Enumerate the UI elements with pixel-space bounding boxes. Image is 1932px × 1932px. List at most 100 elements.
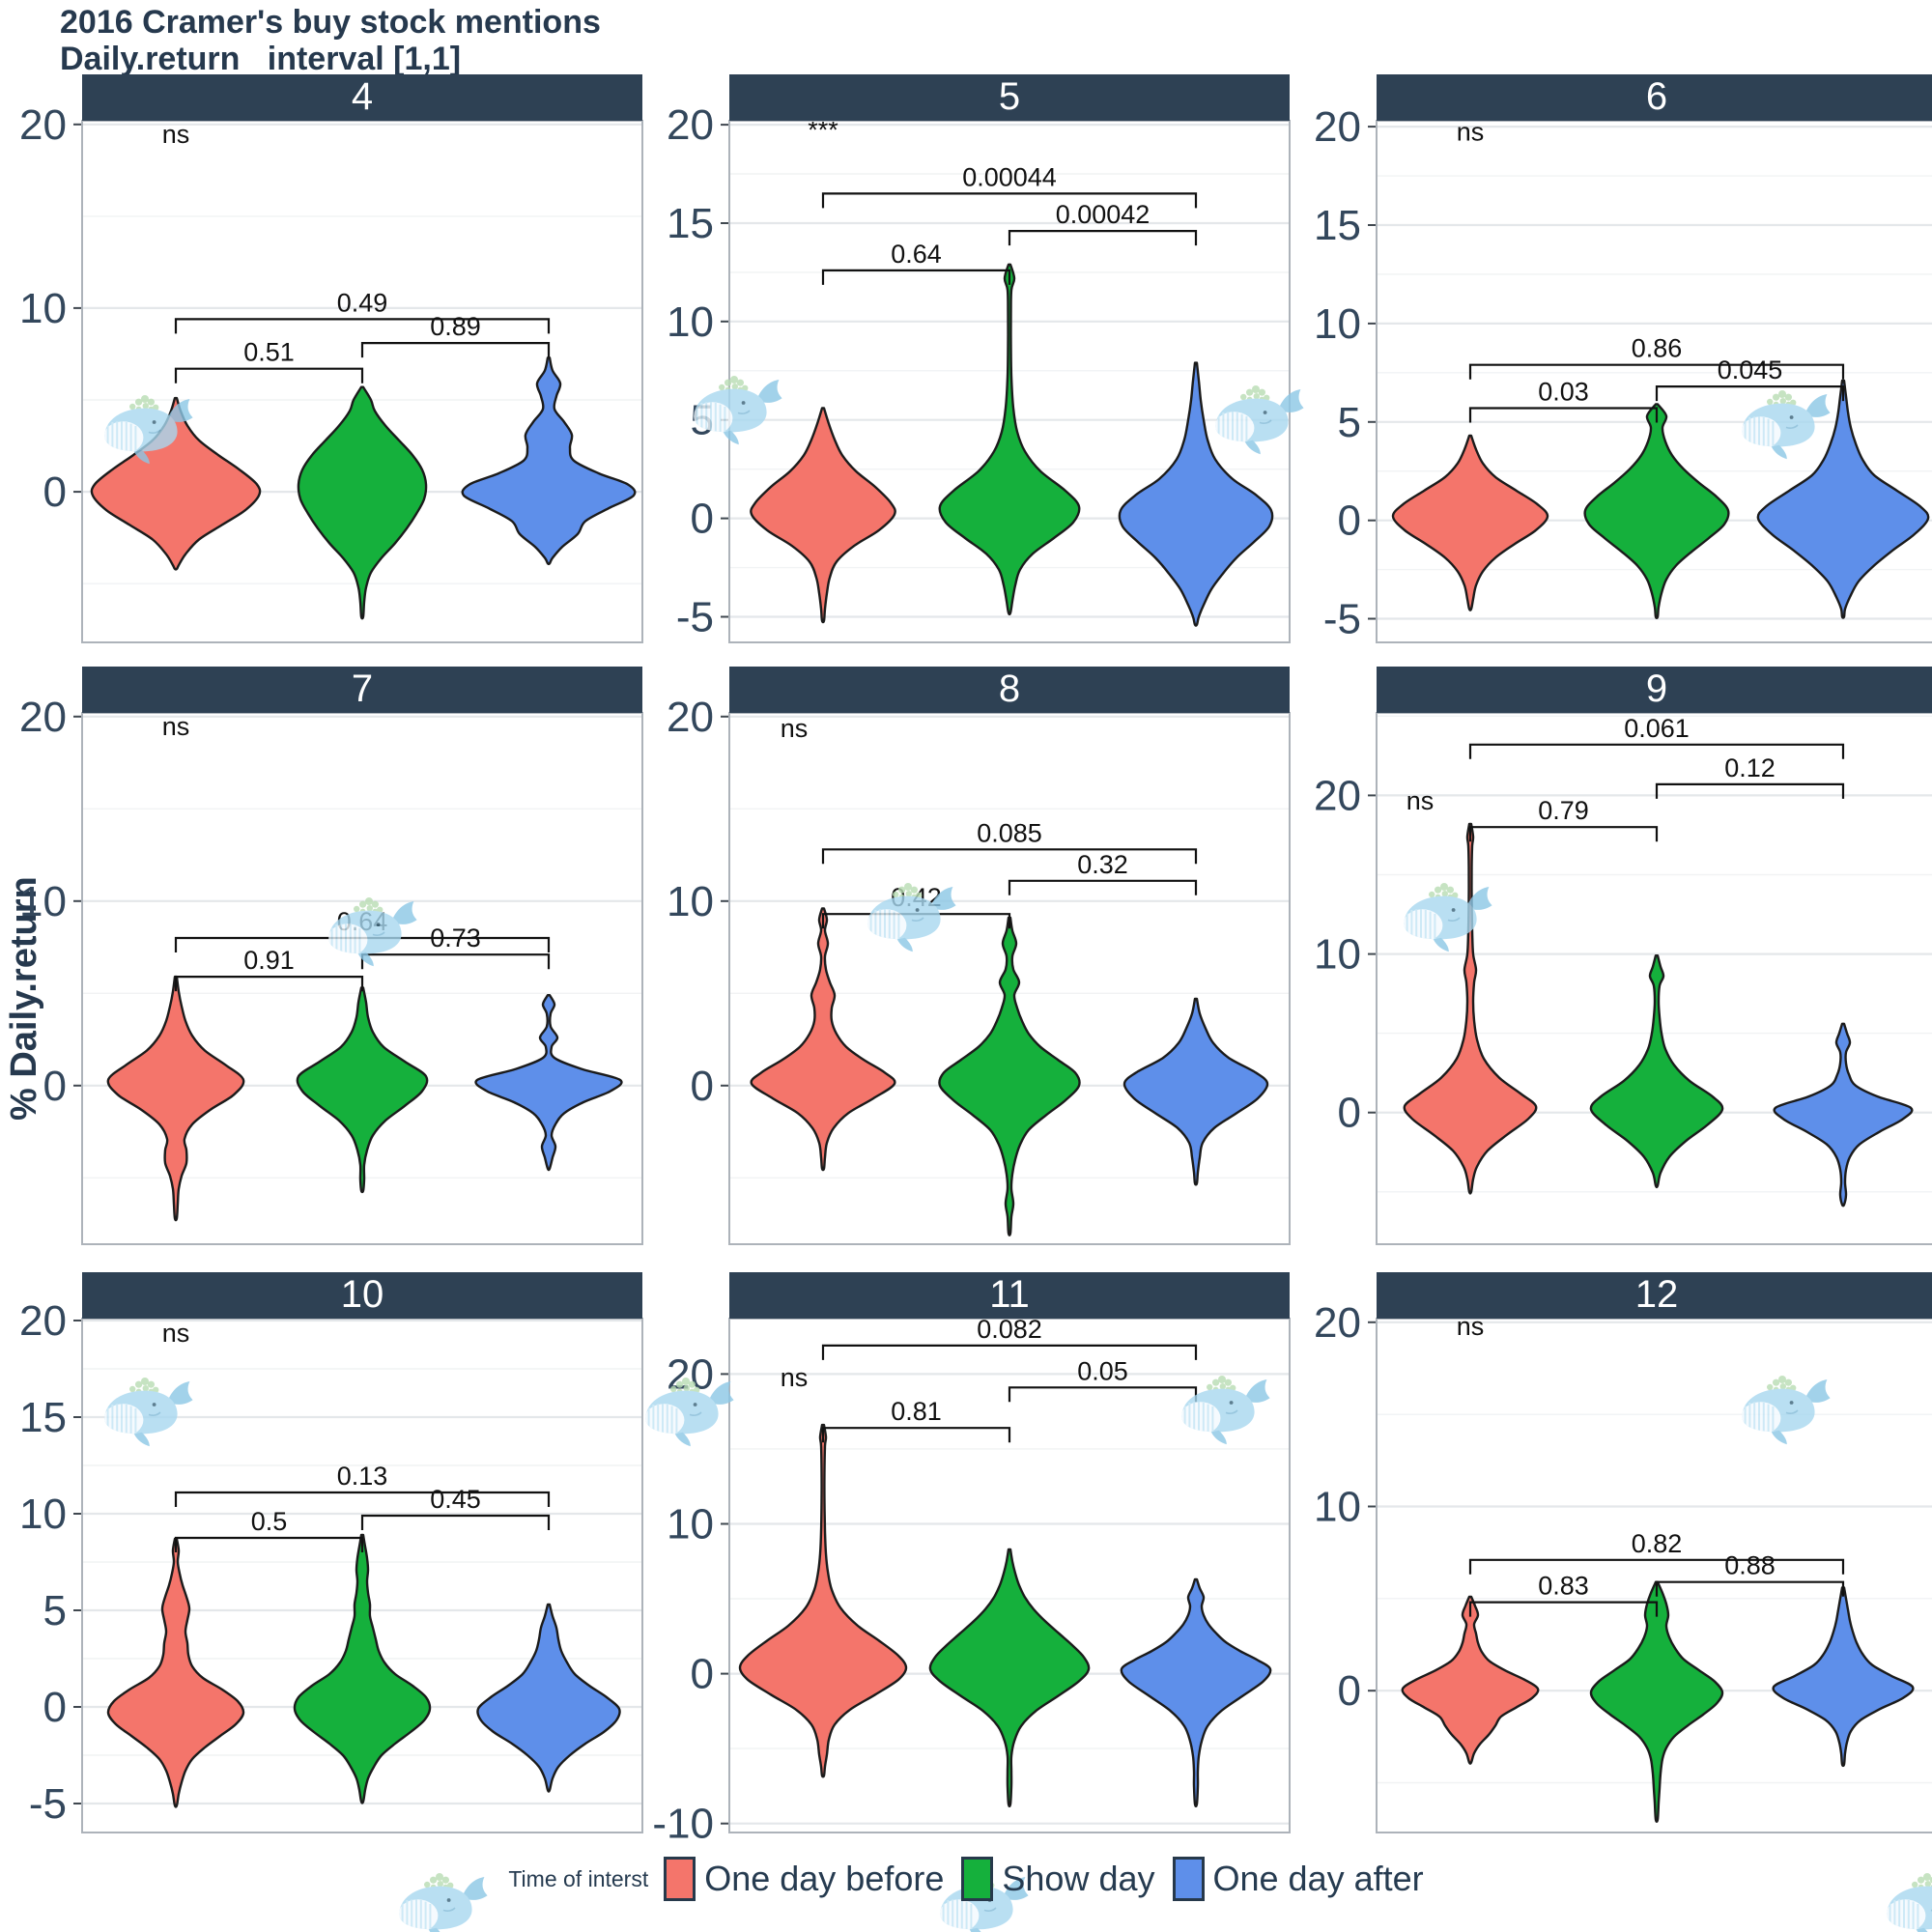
significance-bracket: 0.045 bbox=[1655, 355, 1845, 402]
whale-watermark bbox=[867, 883, 956, 952]
violin-one-day-after bbox=[1773, 1022, 1914, 1208]
p-value-label: 0.085 bbox=[977, 818, 1042, 847]
whale-watermark bbox=[103, 1378, 193, 1446]
violin-one-day-after bbox=[1122, 997, 1269, 1186]
significance-bracket: 0.082 bbox=[821, 1315, 1198, 1360]
violin-one-day-before bbox=[750, 907, 896, 1172]
p-value-label: 0.5 bbox=[251, 1507, 288, 1536]
y-tick-label: 0 bbox=[1338, 1090, 1361, 1137]
violin-show-day bbox=[1589, 1580, 1724, 1824]
p-value-label: 0.89 bbox=[430, 312, 481, 341]
facet-label: 11 bbox=[989, 1273, 1030, 1316]
y-tick-label: 10 bbox=[667, 298, 714, 346]
facet-label: 7 bbox=[352, 668, 373, 710]
significance-bracket: 0.00044 bbox=[821, 162, 1198, 209]
facet-label: 10 bbox=[341, 1273, 384, 1316]
whale-watermark bbox=[644, 1378, 734, 1446]
legend-swatch bbox=[664, 1857, 696, 1901]
y-tick-label: 5 bbox=[43, 1587, 67, 1634]
p-value-label: 0.45 bbox=[430, 1485, 481, 1514]
significance-bracket: 0.64 bbox=[821, 240, 1011, 285]
significance-bracket: 0.51 bbox=[174, 338, 364, 384]
significance-bracket: 0.86 bbox=[1468, 334, 1845, 380]
whale-watermark bbox=[1403, 883, 1492, 952]
significance-bracket: 0.81 bbox=[821, 1397, 1011, 1443]
violin-one-day-after bbox=[1772, 1586, 1915, 1768]
facet-label: 12 bbox=[1635, 1273, 1679, 1316]
significance-bracket: 0.79 bbox=[1468, 796, 1659, 842]
facet-9: 20 10 0 0.79 0.12 0.061 ns 9 bbox=[1314, 667, 1932, 1245]
significance-bracket: 0.03 bbox=[1468, 378, 1659, 423]
significance-bracket: 0.89 bbox=[360, 312, 551, 358]
y-tick-label: 0 bbox=[691, 1651, 714, 1698]
facet-4: 20 10 0 0.51 0.89 0.49 ns 4 bbox=[19, 74, 643, 643]
p-value-label: 0.05 bbox=[1077, 1356, 1128, 1385]
legend-item-one-day-before: One day before bbox=[664, 1857, 944, 1901]
violin-one-day-before bbox=[738, 1423, 908, 1778]
facet-6: 20 15 10 5 0 -5 0.03 0.045 0.86 ns 6 bbox=[1314, 74, 1932, 643]
p-value-label: 0.91 bbox=[243, 946, 295, 975]
significance-note: ns bbox=[781, 1363, 809, 1392]
y-tick-label: 10 bbox=[1314, 1484, 1361, 1531]
y-tick-label: 10 bbox=[19, 285, 67, 332]
violin-one-day-before bbox=[750, 407, 896, 624]
violin-show-day bbox=[296, 986, 429, 1194]
violin-show-day bbox=[297, 385, 428, 620]
p-value-label: 0.32 bbox=[1077, 850, 1128, 879]
legend-items: One day before Show day One day after bbox=[664, 1857, 1424, 1901]
significance-bracket: 0.49 bbox=[174, 288, 551, 334]
y-tick-label: 20 bbox=[1314, 1299, 1361, 1347]
violin-one-day-after bbox=[1120, 1577, 1272, 1808]
significance-bracket: 0.91 bbox=[174, 946, 364, 992]
facet-strip bbox=[729, 667, 1290, 713]
y-tick-label: -5 bbox=[676, 594, 714, 641]
significance-bracket: 0.05 bbox=[1008, 1356, 1198, 1403]
y-tick-label: 20 bbox=[19, 694, 67, 741]
y-tick-label: 5 bbox=[1338, 399, 1361, 446]
legend-title: Time of interst bbox=[508, 1865, 649, 1891]
violin-one-day-before bbox=[106, 975, 245, 1222]
significance-bracket: 0.13 bbox=[174, 1462, 551, 1507]
violin-show-day bbox=[1583, 403, 1730, 619]
p-value-label: 0.061 bbox=[1624, 714, 1690, 743]
violin-one-day-before bbox=[1403, 822, 1538, 1195]
facet-10: 20 15 10 5 0 -5 0.5 0.45 0.13 ns 10 bbox=[19, 1272, 643, 1833]
violin-show-day bbox=[938, 916, 1081, 1236]
y-tick-label: 20 bbox=[1314, 103, 1361, 151]
violin-one-day-after bbox=[461, 356, 637, 566]
significance-bracket: 0.45 bbox=[360, 1485, 551, 1530]
p-value-label: 0.00042 bbox=[1056, 200, 1151, 229]
significance-note: ns bbox=[162, 1319, 190, 1348]
significance-note: ns bbox=[162, 120, 190, 149]
facet-label: 8 bbox=[999, 668, 1020, 710]
facet-strip bbox=[729, 1272, 1290, 1319]
legend-label: One day before bbox=[704, 1859, 945, 1898]
violin-one-day-before bbox=[1391, 434, 1549, 611]
facet-label: 6 bbox=[1646, 75, 1667, 118]
violin-one-day-after bbox=[1756, 379, 1930, 619]
y-tick-label: -5 bbox=[29, 1780, 67, 1828]
legend-item-one-day-after: One day after bbox=[1172, 1857, 1424, 1901]
significance-bracket: 0.82 bbox=[1468, 1529, 1845, 1575]
p-value-label: 0.79 bbox=[1538, 796, 1589, 825]
significance-bracket: 0.085 bbox=[821, 818, 1198, 865]
y-tick-label: 15 bbox=[1314, 202, 1361, 249]
facet-strip bbox=[1377, 667, 1932, 713]
significance-note: ns bbox=[781, 714, 809, 743]
violin-one-day-after bbox=[474, 994, 623, 1172]
significance-note: ns bbox=[162, 712, 190, 741]
y-tick-label: 0 bbox=[1338, 497, 1361, 545]
significance-bracket: 0.5 bbox=[174, 1507, 364, 1552]
violin-show-day bbox=[1589, 954, 1724, 1189]
y-tick-label: 10 bbox=[19, 878, 67, 925]
y-tick-label: 20 bbox=[1314, 772, 1361, 819]
significance-note: ns bbox=[1406, 786, 1435, 815]
p-value-label: 0.045 bbox=[1718, 355, 1783, 384]
p-value-label: 0.49 bbox=[337, 288, 388, 317]
whale-watermark bbox=[1741, 390, 1831, 459]
